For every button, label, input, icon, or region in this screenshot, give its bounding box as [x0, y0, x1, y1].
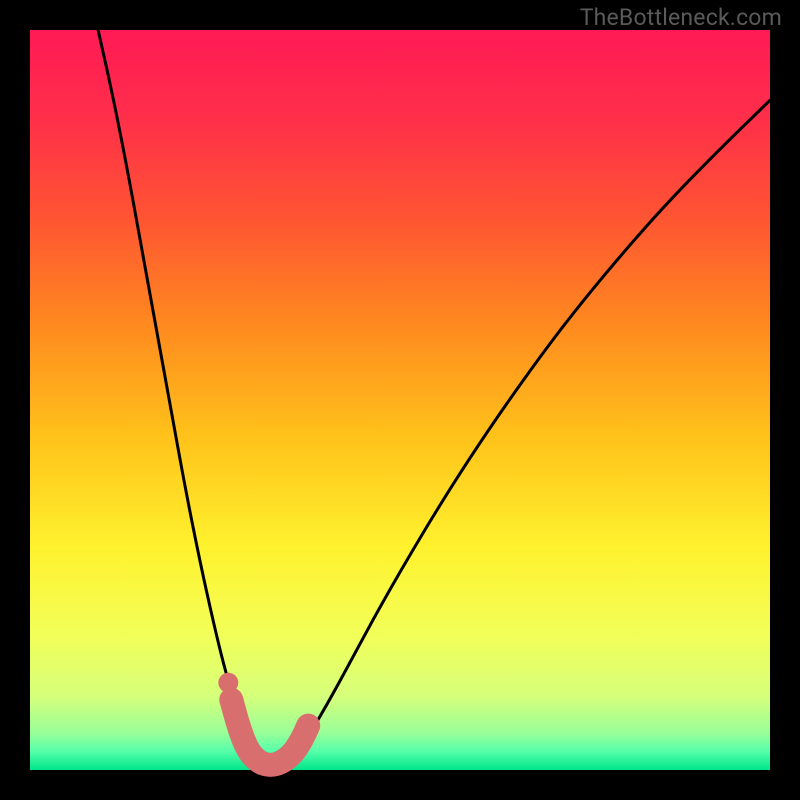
sweet-spot-dot — [218, 673, 238, 693]
bottleneck-chart — [0, 0, 800, 800]
chart-frame: TheBottleneck.com — [0, 0, 800, 800]
plot-background — [30, 30, 770, 770]
watermark-text: TheBottleneck.com — [580, 4, 782, 31]
